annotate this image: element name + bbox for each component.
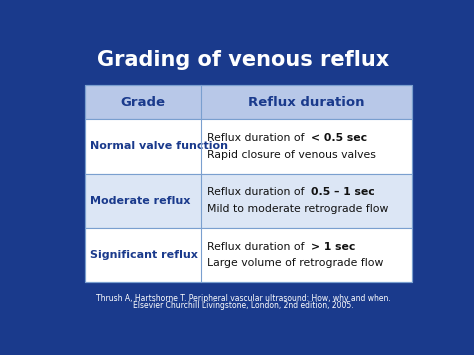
Text: Reflux duration: Reflux duration <box>248 96 365 109</box>
Text: Elsevier Churchill Livingstone, London, 2nd edition, 2005.: Elsevier Churchill Livingstone, London, … <box>133 301 353 310</box>
Text: Reflux duration of: Reflux duration of <box>207 133 311 143</box>
Bar <box>85 174 412 228</box>
Bar <box>85 85 412 282</box>
Text: Large volume of retrograde flow: Large volume of retrograde flow <box>207 258 383 268</box>
Text: Mild to moderate retrograde flow: Mild to moderate retrograde flow <box>207 204 388 214</box>
Text: Moderate reflux: Moderate reflux <box>91 196 191 206</box>
Text: Grade: Grade <box>120 96 165 109</box>
Text: Grading of venous reflux: Grading of venous reflux <box>97 50 389 70</box>
Text: Thrush A, Hartshorne T. Peripheral vascular ultrasound: How, why and when.: Thrush A, Hartshorne T. Peripheral vascu… <box>96 294 390 303</box>
Text: Reflux duration of: Reflux duration of <box>207 187 311 197</box>
Text: 0.5 – 1 sec: 0.5 – 1 sec <box>311 187 375 197</box>
Text: < 0.5 sec: < 0.5 sec <box>311 133 367 143</box>
Text: Significant reflux: Significant reflux <box>91 250 198 260</box>
Text: Normal valve function: Normal valve function <box>91 142 228 152</box>
Bar <box>85 119 412 174</box>
Text: > 1 sec: > 1 sec <box>311 242 356 252</box>
Bar <box>85 85 412 119</box>
Text: Reflux duration of: Reflux duration of <box>207 242 311 252</box>
Bar <box>85 228 412 282</box>
Text: Rapid closure of venous valves: Rapid closure of venous valves <box>207 149 375 160</box>
